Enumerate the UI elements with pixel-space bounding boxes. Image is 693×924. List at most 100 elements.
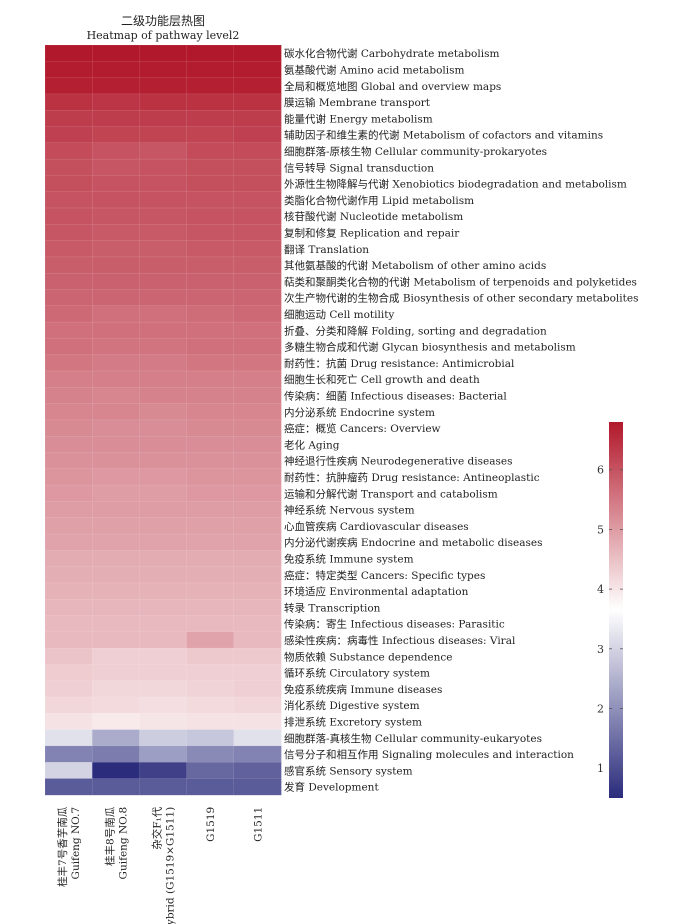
heatmap-cell	[44, 370, 93, 388]
heatmap-cell	[186, 403, 235, 421]
heatmap-cell	[91, 224, 140, 242]
row-label: 翻译 Translation	[284, 243, 369, 256]
column-label: G1511	[252, 807, 264, 842]
heatmap-cell	[91, 370, 140, 388]
colorbar: 1 2 3 4 5 6	[597, 422, 623, 798]
row-label: 全局和概览地图 Global and overview maps	[284, 80, 501, 93]
heatmap-cell	[233, 419, 282, 437]
heatmap-cell	[186, 109, 235, 128]
heatmap-cell	[139, 582, 188, 600]
heatmap-cell	[91, 501, 140, 519]
heatmap-cell	[91, 778, 140, 796]
heatmap-cell	[139, 240, 188, 258]
heatmap-cell	[186, 501, 235, 519]
heatmap-cell	[44, 77, 93, 95]
heatmap-cell	[91, 256, 140, 274]
heatmap-cell	[233, 745, 282, 763]
heatmap-cell	[91, 44, 140, 62]
row-label: 外源性生物降解与代谢 Xenobiotics biodegradation an…	[284, 178, 627, 191]
heatmap-cell	[186, 61, 235, 79]
heatmap-cell	[91, 387, 140, 405]
heatmap-cell	[139, 273, 188, 291]
heatmap-cell	[233, 436, 282, 454]
heatmap-cell	[139, 142, 188, 160]
heatmap-cell	[186, 256, 235, 274]
heatmap-cell	[44, 109, 93, 128]
heatmap-cell	[139, 109, 188, 128]
heatmap-cell	[91, 436, 140, 454]
heatmap-cell	[91, 729, 140, 747]
heatmap-cell	[186, 77, 235, 95]
colorbar-tick-label: 4	[597, 583, 604, 596]
heatmap-cell	[139, 631, 188, 649]
heatmap-cell	[186, 370, 235, 388]
heatmap-cell	[186, 305, 235, 323]
heatmap-cell	[233, 93, 282, 111]
heatmap-cell	[139, 175, 188, 193]
heatmap-cell	[139, 468, 188, 486]
heatmap-cell	[91, 713, 140, 731]
heatmap-cell	[233, 207, 282, 225]
row-label: 转录 Transcription	[284, 601, 381, 614]
heatmap-cell	[139, 289, 188, 307]
column-label: 桂丰8号南瓜	[103, 806, 116, 866]
heatmap-cell	[186, 468, 235, 486]
column-label: G1519	[205, 807, 217, 842]
heatmap-cell	[91, 403, 140, 421]
heatmap-cell	[44, 550, 93, 568]
heatmap-cell	[233, 44, 282, 62]
heatmap-cell	[233, 452, 282, 470]
heatmap-cell	[139, 615, 188, 633]
row-label: 萜类和聚酮类化合物的代谢 Metabolism of terpenoids an…	[284, 275, 637, 288]
heatmap-cell	[44, 387, 93, 405]
row-label: 耐药性：抗菌 Drug resistance: Antimicrobial	[284, 357, 515, 370]
heatmap-cell	[186, 387, 235, 405]
heatmap-cell	[186, 778, 235, 796]
heatmap-cell	[233, 321, 282, 340]
heatmap-cell	[186, 175, 235, 193]
heatmap-cell	[44, 256, 93, 274]
heatmap-cell	[233, 158, 282, 177]
heatmap-cell	[186, 631, 235, 649]
heatmap-cell	[91, 126, 140, 144]
heatmap-cell	[91, 158, 140, 177]
heatmap-cell	[233, 615, 282, 633]
heatmap-cell	[91, 338, 140, 356]
heatmap-cell	[186, 126, 235, 144]
heatmap-cell	[139, 599, 188, 617]
heatmap-cell	[44, 517, 93, 535]
heatmap-cell	[91, 354, 140, 372]
row-label: 碳水化合物代谢 Carbohydrate metabolism	[284, 47, 499, 60]
heatmap-cell	[139, 550, 188, 568]
row-labels: 碳水化合物代谢 Carbohydrate metabolism 氨基酸代谢 Ami…	[284, 47, 638, 794]
heatmap-cell	[44, 615, 93, 633]
heatmap-cell	[139, 387, 188, 405]
row-label: 氨基酸代谢 Amino acid metabolism	[284, 63, 465, 76]
heatmap-cell	[44, 599, 93, 617]
heatmap-cell	[44, 533, 93, 551]
heatmap-cell	[233, 77, 282, 95]
title-en: Heatmap of pathway level2	[86, 29, 240, 42]
heatmap-cell	[44, 93, 93, 111]
heatmap-cell	[186, 745, 235, 763]
colorbar-tick-label: 6	[597, 464, 604, 477]
heatmap-cell	[186, 517, 235, 535]
heatmap-cell	[233, 762, 282, 780]
row-label: 能量代谢 Energy metabolism	[284, 112, 433, 125]
heatmap-cell	[186, 191, 235, 209]
heatmap-cell	[44, 224, 93, 242]
heatmap-cell	[91, 273, 140, 291]
heatmap-cell	[186, 436, 235, 454]
heatmap-cell	[139, 93, 188, 111]
heatmap-cell	[91, 207, 140, 225]
heatmap-cell	[44, 403, 93, 421]
heatmap-cell	[91, 289, 140, 307]
heatmap-cell	[91, 191, 140, 209]
heatmap-cell	[186, 729, 235, 747]
row-label: 耐药性：抗肿瘤药 Drug resistance: Antineoplastic	[284, 471, 540, 484]
heatmap-cell	[44, 631, 93, 649]
heatmap-cell	[139, 713, 188, 731]
heatmap-cell	[91, 599, 140, 617]
heatmap-cell	[233, 61, 282, 79]
